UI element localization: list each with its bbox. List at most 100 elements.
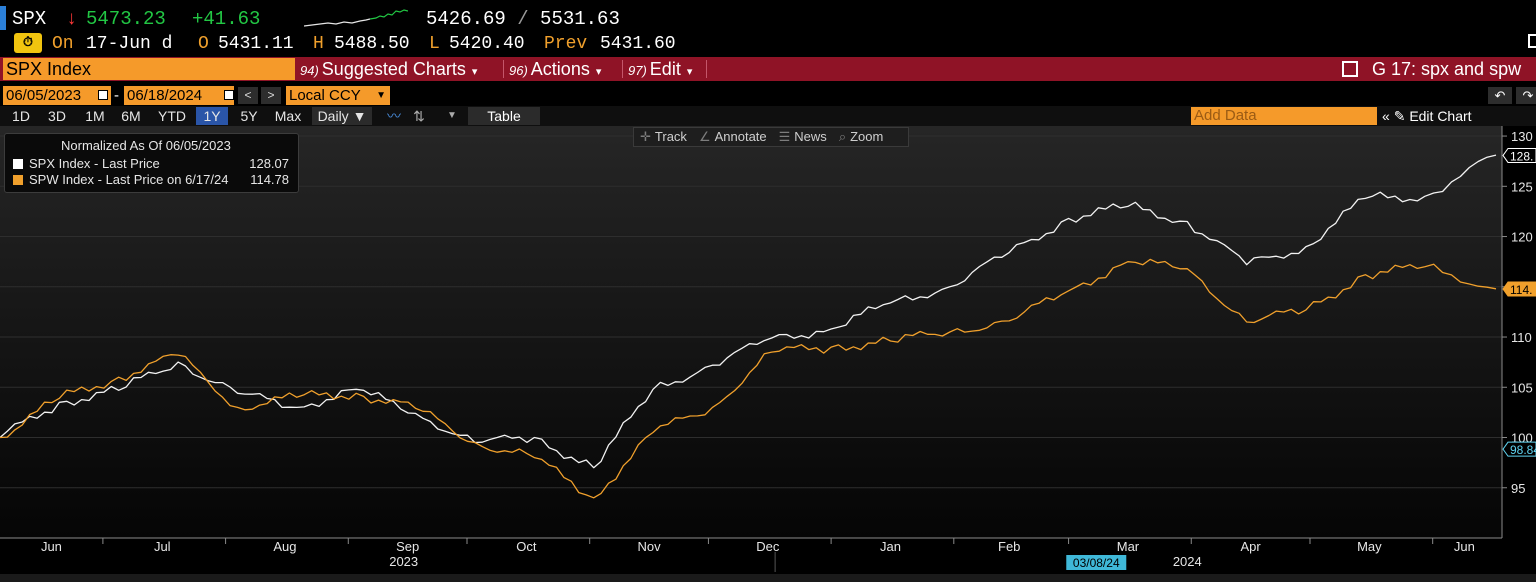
currency-select[interactable]: Local CCY ▼	[286, 86, 390, 105]
chart-tools: ✛ Track ∠ Annotate ☰ News ⌕ Zoom	[633, 127, 909, 147]
security-field[interactable]: SPX Index	[3, 58, 295, 80]
menu-divider	[706, 60, 707, 78]
value-tag-cyan	[1502, 441, 1536, 457]
range-high: 5531.63	[540, 8, 620, 30]
x-month-label: Oct	[516, 539, 537, 554]
y-tick-label: 120	[1511, 230, 1533, 245]
legend-row-spw[interactable]: SPW Index - Last Price on 6/17/24 114.78	[13, 172, 295, 187]
period-6m[interactable]: 6M	[121, 108, 141, 124]
frequency-label: Daily ▼	[317, 108, 367, 124]
value-tag-text: 114.	[1510, 283, 1532, 297]
period-1m[interactable]: 1M	[85, 108, 105, 124]
bar-chart-icon[interactable]: ⇅	[413, 108, 425, 124]
collapse-icon[interactable]: «	[1382, 108, 1390, 124]
window-edge-icon[interactable]	[1528, 34, 1536, 48]
frequency-select[interactable]	[312, 107, 372, 125]
redo-icon[interactable]: ↷	[1516, 87, 1536, 104]
legend-value: 114.78	[250, 172, 289, 187]
y-tick-label: 125	[1511, 179, 1533, 194]
menu-number: 94)	[300, 63, 319, 78]
open-value: 5431.11	[218, 34, 294, 54]
value-tag-white	[1502, 147, 1536, 163]
news-tool[interactable]: ☰ News	[773, 128, 833, 146]
x-month-label: Feb	[998, 539, 1020, 554]
chart-type-caret-icon[interactable]: ▼	[447, 110, 457, 121]
market-clock-icon[interactable]: ⏱	[14, 33, 42, 53]
track-tool[interactable]: ✛ Track	[634, 128, 693, 146]
range-separator: /	[517, 8, 529, 30]
legend-label: SPW Index - Last Price on 6/17/24	[29, 172, 229, 187]
legend-label: SPX Index - Last Price	[29, 156, 160, 171]
value-tag-text: 98.84	[1510, 443, 1536, 457]
menu-number: 97)	[628, 63, 647, 78]
x-month-label: Mar	[1117, 539, 1140, 554]
tool-label: News	[794, 129, 827, 144]
crosshair-date-label: 03/08/24	[1073, 556, 1120, 570]
caret-down-icon: ▾	[686, 66, 693, 78]
edit-menu[interactable]: 97) Edit ▾	[628, 57, 692, 81]
annotate-tool[interactable]: ∠ Annotate	[693, 128, 773, 146]
chart-title[interactable]: G 17: spx and spw	[1342, 57, 1521, 81]
calendar-icon[interactable]	[224, 90, 234, 100]
legend-value: 128.07	[249, 156, 289, 171]
grid	[0, 135, 1502, 489]
menu-divider	[503, 60, 504, 78]
add-data-input[interactable]: Add Data	[1191, 107, 1377, 125]
tool-label: Zoom	[850, 129, 884, 144]
table-button[interactable]: Table	[468, 107, 540, 125]
ohlc-line: ⏱ On 17-Jun d O 5431.11 H 5488.50 L 5420…	[0, 31, 1536, 55]
ticker[interactable]: SPX	[12, 8, 47, 30]
period-1d[interactable]: 1D	[12, 108, 30, 124]
y-axis: 95100105110115120125130	[1502, 129, 1533, 496]
range-low: 5426.69	[426, 8, 506, 30]
x-month-label: Nov	[637, 539, 661, 554]
status-bar	[0, 574, 1536, 582]
actions-menu[interactable]: 96) Actions ▾	[509, 57, 601, 81]
low-label: L	[429, 34, 440, 54]
end-date-field[interactable]: 06/18/2024	[124, 86, 234, 105]
tool-label: Annotate	[714, 129, 767, 144]
legend-row-spx[interactable]: SPX Index - Last Price 128.07	[13, 156, 295, 171]
menu-divider	[622, 60, 623, 78]
period-ytd[interactable]: YTD	[158, 108, 186, 124]
x-month-label: Dec	[756, 539, 780, 554]
suggested-charts-menu[interactable]: 94) Suggested Charts ▾	[300, 57, 477, 81]
value-tag-orange	[1502, 281, 1536, 297]
chart-canvas[interactable]: 95100105110115120125130 JunJulAugSepOctN…	[0, 126, 1536, 574]
caret-down-icon: ▼	[376, 90, 386, 101]
high-value: 5488.50	[334, 34, 410, 54]
date-range-row: 06/05/2023 - 06/18/2024 < > Local CCY ▼ …	[0, 86, 1536, 106]
prev-period-button[interactable]: <	[238, 87, 258, 104]
x-month-label: May	[1357, 539, 1382, 554]
chart-legend[interactable]: Normalized As Of 06/05/2023 SPX Index - …	[4, 133, 299, 193]
period-max[interactable]: Max	[274, 108, 302, 124]
x-month-label: Aug	[273, 539, 296, 554]
edit-chart-button[interactable]: « ✎ Edit Chart	[1382, 107, 1472, 125]
x-month-label: Sep	[396, 539, 419, 554]
zoom-tool[interactable]: ⌕ Zoom	[833, 128, 890, 146]
next-period-button[interactable]: >	[261, 87, 281, 104]
period-5y[interactable]: 5Y	[240, 108, 258, 124]
period-3d[interactable]: 3D	[48, 108, 66, 124]
calendar-icon[interactable]	[98, 90, 108, 100]
spx-series-line	[0, 154, 1497, 469]
line-chart-icon[interactable]: 〰	[387, 108, 401, 124]
start-date: 06/05/2023	[6, 87, 82, 104]
external-link-icon[interactable]	[1342, 61, 1358, 77]
zoom-icon: ⌕	[838, 129, 847, 144]
tool-label: Track	[654, 129, 687, 144]
y-tick-label: 105	[1511, 380, 1533, 395]
prev-label: Prev	[544, 34, 588, 54]
prev-value: 5431.60	[600, 34, 676, 54]
x-month-label: Apr	[1241, 539, 1262, 554]
news-icon: ☰	[778, 129, 791, 144]
period-1y[interactable]: 1Y	[196, 107, 228, 125]
legend-swatch	[13, 175, 23, 185]
menu-label: Suggested Charts	[321, 59, 466, 79]
on-label: On	[52, 34, 74, 54]
series-group	[0, 154, 1497, 499]
start-date-field[interactable]: 06/05/2023	[3, 86, 111, 105]
undo-icon[interactable]: ↶	[1488, 87, 1512, 104]
on-date: 17-Jun d	[86, 34, 173, 54]
x-month-label: Jan	[880, 539, 901, 554]
